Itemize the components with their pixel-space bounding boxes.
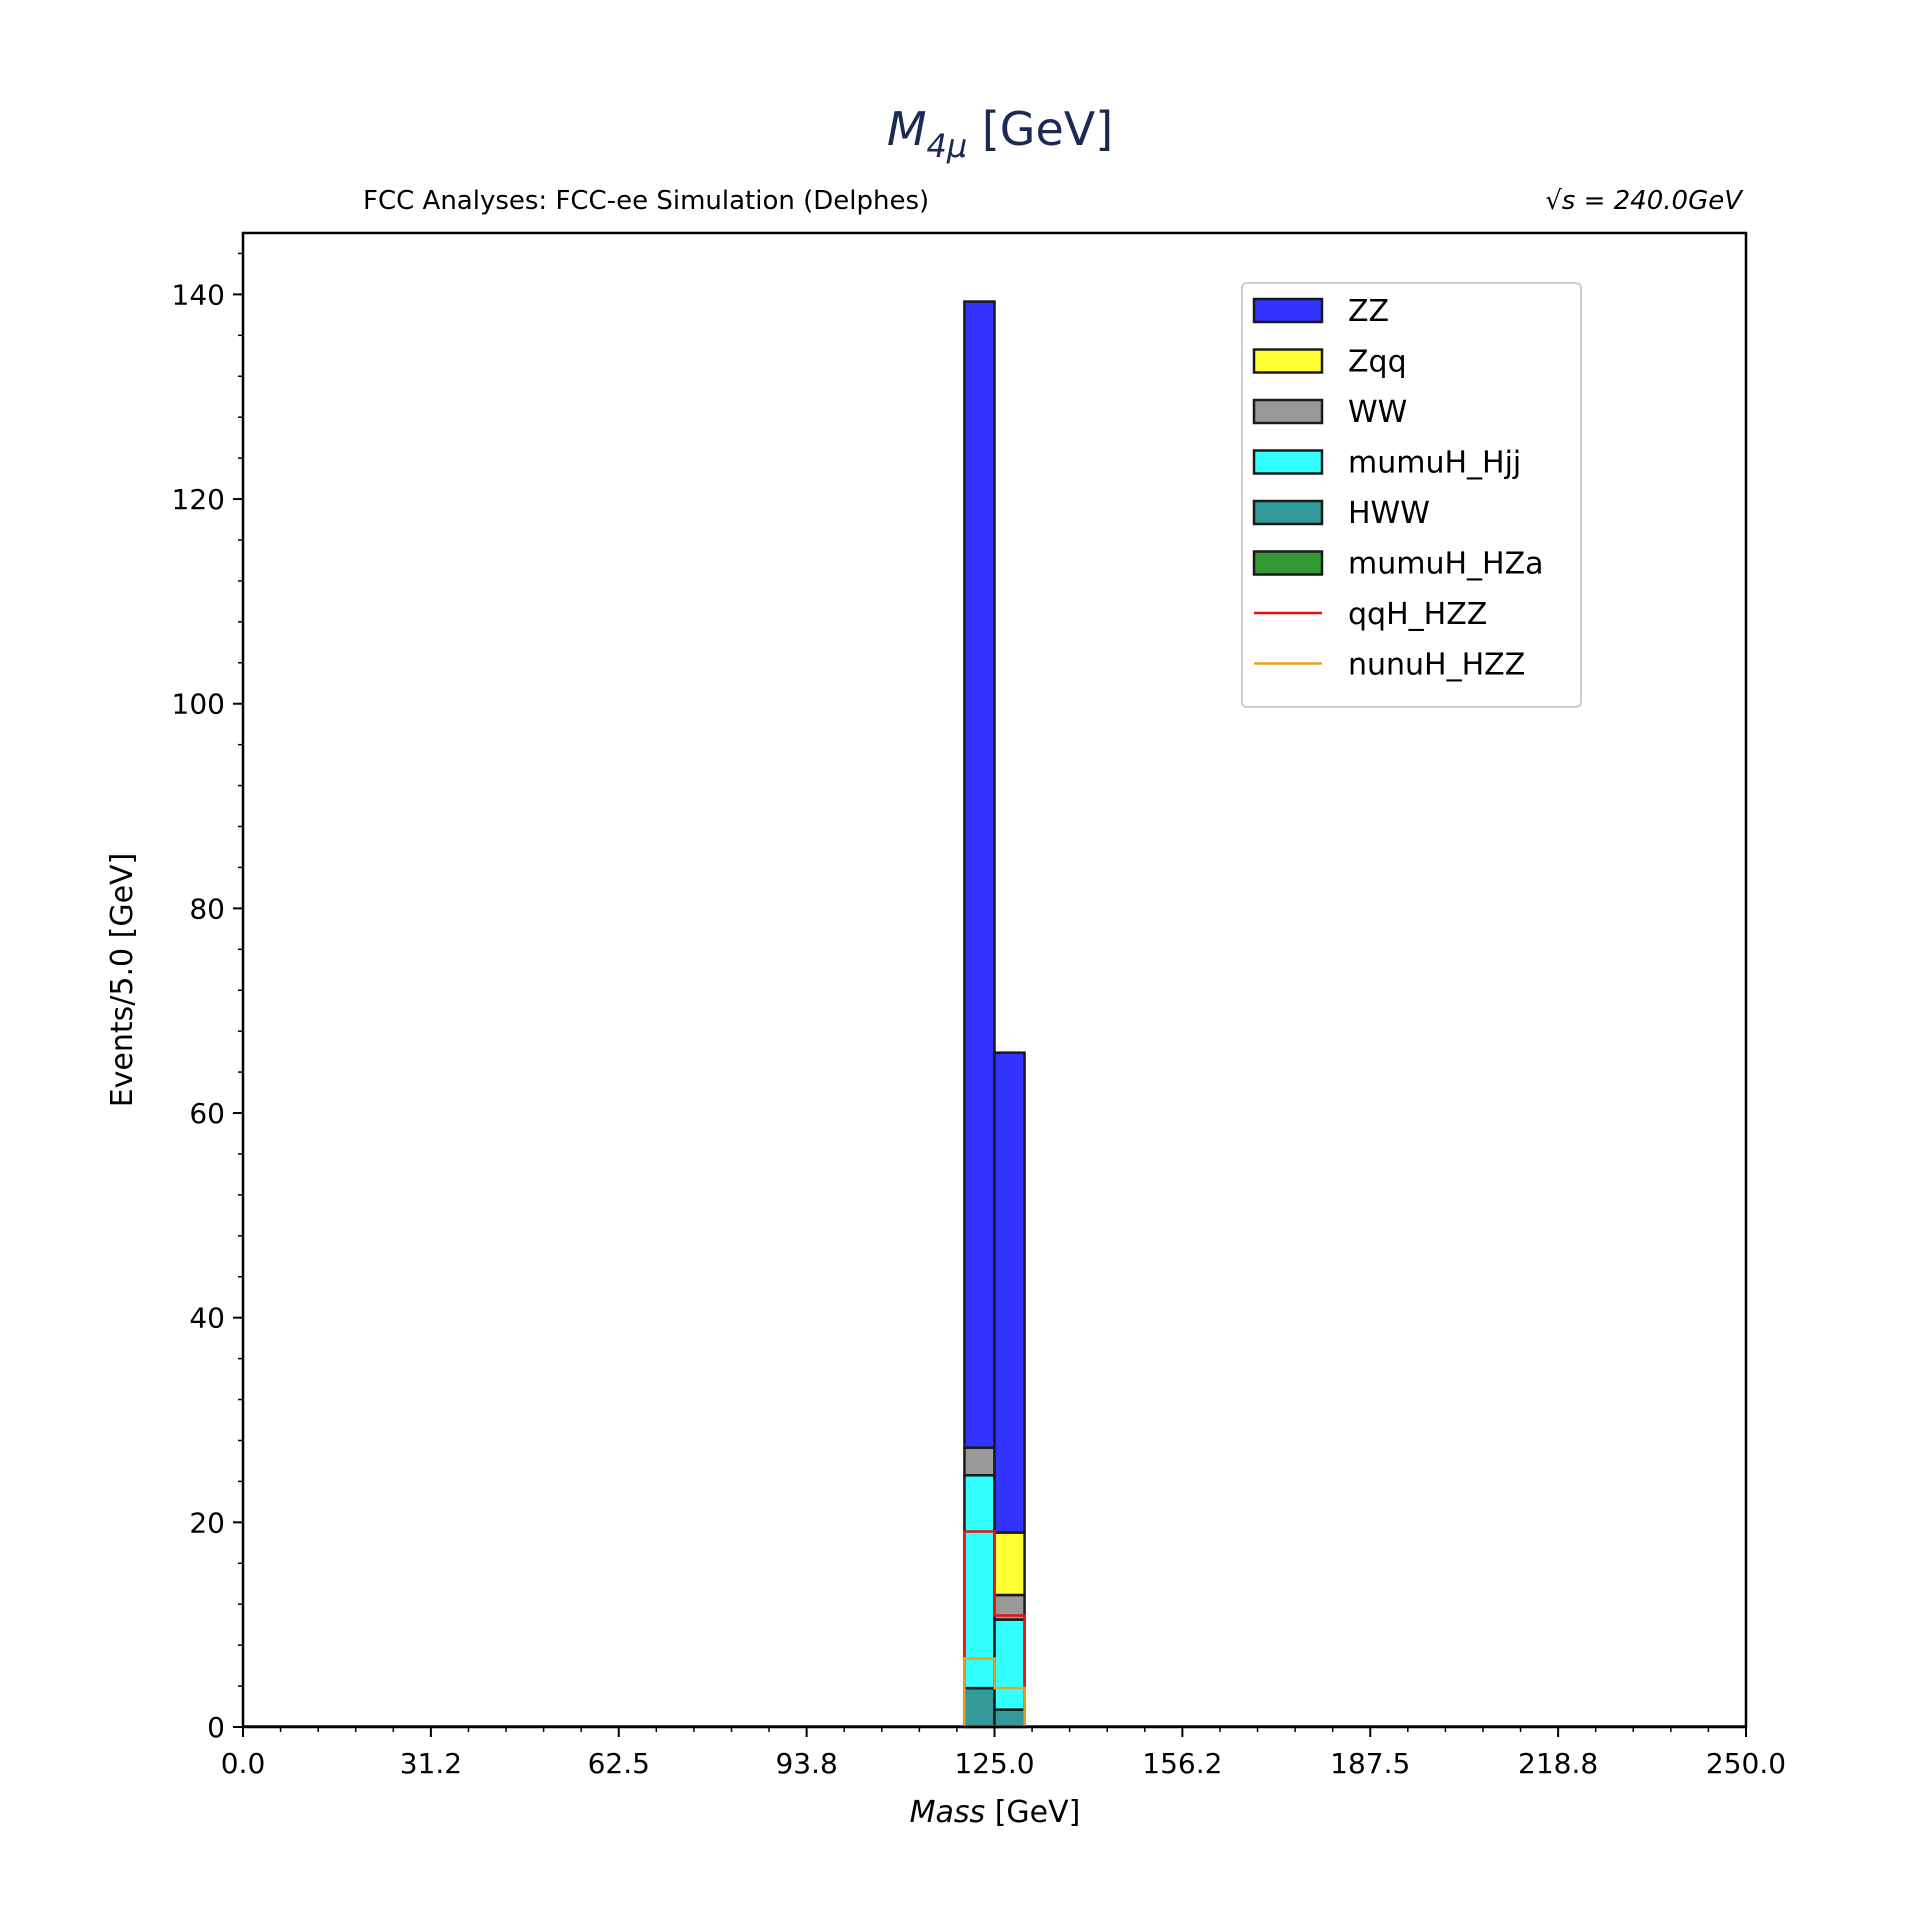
x-tick-label: 218.8: [1518, 1747, 1598, 1780]
bar-ww-bin-0: [963, 1446, 996, 1477]
legend-swatch-hww: [1252, 499, 1324, 526]
chart-title: M4μ [GeV]: [887, 102, 1113, 165]
x-axis-label-unit: [GeV]: [985, 1795, 1080, 1830]
legend-label-zqq: Zqq: [1348, 345, 1407, 380]
legend-label-mumuh-hza: mumuH_HZa: [1348, 547, 1544, 582]
y-axis-label: Events/5.0 [GeV]: [105, 853, 140, 1108]
legend-label-zz: ZZ: [1348, 294, 1389, 329]
y-tick-label: 40: [189, 1302, 225, 1335]
x-tick-label: 31.2: [400, 1747, 462, 1780]
y-tick-label: 80: [189, 892, 225, 925]
y-axis-ticks: 0 20 40 60 80 100 120 140: [172, 252, 243, 1744]
x-axis-ticks: 0.0 31.2 62.5 93.8 125.0 156.2 187.5 218.8 250.0: [221, 1727, 1786, 1780]
step-line-qqh-hzz: [963, 1530, 1026, 1727]
y-tick-label: 100: [172, 688, 225, 721]
bar-zz-bin-1: [993, 1051, 1026, 1534]
x-tick-label: 250.0: [1706, 1747, 1786, 1780]
step-lines: [963, 1530, 1026, 1727]
legend: ZZ Zqq WW mumuH_Hjj HWW mumuH_HZa qqH_HZZ nunuH…: [1241, 282, 1582, 708]
bar-hww-bin-0: [963, 1686, 996, 1729]
bar-zqq-bin-1: [993, 1531, 1026, 1597]
legend-label-ww: WW: [1348, 395, 1407, 430]
y-tick-label: 140: [172, 278, 225, 311]
bar-zz-bin-0: [963, 300, 996, 1449]
legend-label-nunuh-hzz: nunuH_HZZ: [1348, 648, 1525, 683]
y-tick-label: 20: [189, 1506, 225, 1539]
legend-swatch-zz: [1252, 297, 1324, 324]
y-tick-label: 0: [207, 1711, 225, 1744]
x-tick-label: 93.8: [775, 1747, 837, 1780]
chart-subtitle: FCC Analyses: FCC-ee Simulation (Delphes…: [363, 186, 929, 216]
x-axis-label-italic: Mass: [910, 1795, 986, 1830]
x-tick-label: 62.5: [588, 1747, 650, 1780]
legend-swatch-ww: [1252, 398, 1324, 425]
bar-hww-bin-1: [993, 1708, 1026, 1729]
legend-swatch-zqq: [1252, 348, 1324, 374]
chart-title-subscript: 4μ: [927, 127, 968, 165]
x-tick-label: 125.0: [954, 1747, 1034, 1780]
x-tick-label: 187.5: [1330, 1747, 1410, 1780]
chart-title-unit: [GeV]: [967, 102, 1113, 156]
step-line-nunuh-hzz: [963, 1657, 1026, 1727]
y-tick-label: 60: [189, 1097, 225, 1130]
bar-mumuh-hjj-bin-0: [963, 1474, 996, 1690]
legend-label-mumuh-hjj: mumuH_Hjj: [1348, 446, 1521, 481]
legend-label-hww: HWW: [1348, 496, 1430, 531]
chart-title-main: M: [887, 102, 927, 156]
legend-swatch-mumuh-hjj: [1252, 449, 1324, 475]
legend-label-qqh-hzz: qqH_HZZ: [1348, 597, 1487, 632]
x-tick-label: 0.0: [221, 1747, 266, 1780]
legend-swatch-mumuh-hza: [1252, 550, 1324, 576]
legend-box: [1241, 282, 1582, 708]
x-tick-label: 156.2: [1142, 1747, 1222, 1780]
x-axis-label: Mass [GeV]: [910, 1795, 1081, 1830]
bar-mumuh-hjj-bin-1: [993, 1618, 1026, 1711]
y-tick-label: 120: [172, 483, 225, 516]
energy-label: √s = 240.0GeV: [1545, 186, 1744, 216]
